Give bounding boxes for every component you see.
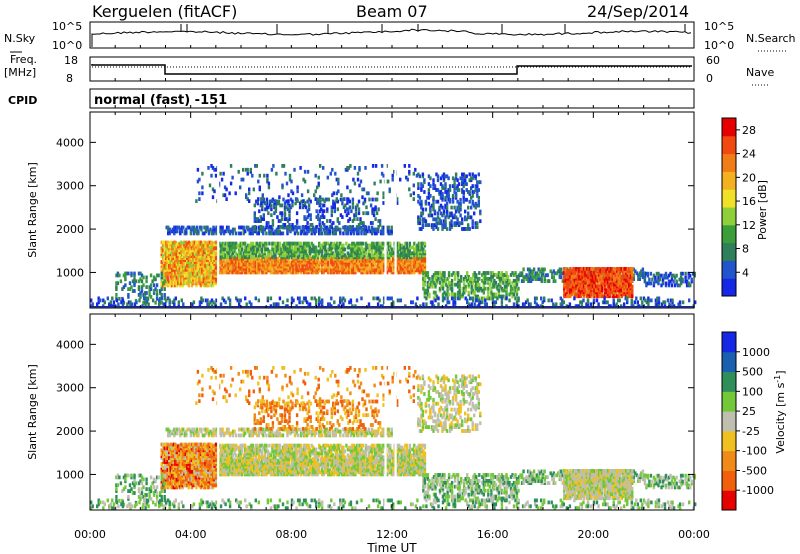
power-colorbar-tick-label: 8 (742, 243, 749, 256)
velocity-heatmap (90, 315, 697, 511)
velocity-colorbar-tick-label: 1000 (742, 346, 770, 359)
freq-tick-bottom: 8 (66, 72, 73, 85)
power-colorbar-cell (722, 242, 736, 261)
freq-label: Freq. (10, 53, 37, 66)
freq-unit-label: [MHz] (4, 66, 36, 79)
velocity-ytick-label: 4000 (56, 338, 84, 351)
cpid-label: CPID (8, 94, 37, 107)
freq-tick-top: 18 (64, 54, 78, 67)
beam-title: Beam 07 (356, 2, 428, 21)
power-colorbar-tick-label: 20 (742, 171, 756, 184)
power-ytick-label: 2000 (56, 223, 84, 236)
velocity-colorbar-tick-label: 25 (742, 405, 756, 418)
velocity-colorbar-cell (722, 351, 736, 373)
power-ytick-label: 3000 (56, 180, 84, 193)
velocity-colorbar-cell (722, 450, 736, 471)
velocity-colorbar-tick-label: 500 (742, 366, 763, 379)
power-colorbar-cell (722, 153, 736, 172)
power-colorbar-tick-label: 12 (742, 219, 756, 232)
velocity-colorbar-tick-label: 100 (742, 385, 763, 398)
x-tick-label: 00:00 (678, 528, 710, 541)
power-colorbar-tick-label: 4 (742, 266, 749, 279)
freq-panel (89, 56, 695, 82)
nsky-label: N.Sky (4, 32, 36, 45)
nsky-tick-bottom: 10^0 (52, 39, 82, 52)
velocity-colorbar-cell (722, 371, 736, 392)
velocity-colorbar-cell (722, 470, 736, 491)
power-colorbar-cell (722, 135, 736, 155)
velocity-colorbar-tick-label: -1000 (742, 484, 774, 497)
cpid-text: normal (fast) -151 (94, 93, 227, 108)
velocity-colorbar-cell (722, 411, 736, 432)
power-colorbar-tick-label: 28 (742, 124, 756, 137)
x-tick-label: 08:00 (275, 528, 307, 541)
power-colorbar-cell (722, 171, 736, 190)
velocity-colorbar-tick-label: -25 (742, 425, 760, 438)
power-colorbar-tick-label: 16 (742, 195, 756, 208)
power-ylabel: Slant Range [km] (26, 162, 39, 258)
power-colorbar-cell (722, 189, 736, 208)
power-colorbar: 4 8 12 16 20 24 28 (721, 117, 756, 297)
velocity-colorbar-cell (722, 430, 736, 452)
power-panel: 1000 2000 3000 4000 Slant Range [km] (26, 111, 697, 309)
power-colorbar-cell (722, 224, 736, 244)
x-tick-label: 04:00 (175, 528, 207, 541)
nsearch-tick-top: 10^5 (704, 20, 734, 33)
x-tick-label: 20:00 (577, 528, 609, 541)
power-heatmap (90, 113, 697, 309)
velocity-colorbar-tick-label: -100 (742, 445, 767, 458)
power-colorbar-frame (721, 117, 737, 297)
power-colorbar-cell (722, 278, 736, 297)
power-colorbar-cell (722, 118, 736, 137)
power-colorbar-tick-label: 24 (742, 148, 756, 161)
velocity-colorbar-frame (721, 331, 737, 511)
velocity-colorbar-cell (722, 490, 736, 511)
velocity-ytick-label: 3000 (56, 382, 84, 395)
nsky-tick-top: 10^5 (52, 20, 82, 33)
velocity-colorbar: 1000 500 100 25 -25 -100 -500 -1000 (721, 331, 774, 511)
nave-tick-bottom: 0 (706, 72, 713, 85)
nsky-trace (91, 24, 692, 47)
x-tick-label: 16:00 (477, 528, 509, 541)
velocity-colorbar-label: Velocity [m s-1] (773, 370, 787, 453)
velocity-ytick-label: 1000 (56, 468, 84, 481)
velocity-ytick-label: 2000 (56, 425, 84, 438)
x-axis-label: Time UT (366, 541, 417, 554)
velocity-ylabel: Slant Range [km] (26, 364, 39, 460)
nave-label: Nave (746, 66, 774, 79)
velocity-colorbar-cell (722, 332, 736, 353)
power-ytick-label: 1000 (56, 266, 84, 279)
velocity-colorbar-cell (722, 391, 736, 412)
nsearch-label: N.Search (746, 32, 796, 45)
velocity-colorbar-tick-label: -500 (742, 464, 767, 477)
x-tick-label: 00:00 (74, 528, 106, 541)
power-colorbar-cell (722, 207, 736, 226)
nave-tick-top: 60 (706, 54, 720, 67)
velocity-panel: 1000 2000 3000 4000 Slant Range [km] (26, 313, 697, 511)
power-ytick-label: 4000 (56, 136, 84, 149)
power-colorbar-label: Power [dB] (756, 180, 769, 240)
freq-trace (91, 64, 692, 75)
x-tick-label: 12:00 (376, 528, 408, 541)
date-title: 24/Sep/2014 (587, 2, 689, 21)
station-title: Kerguelen (fitACF) (92, 2, 237, 21)
nsearch-tick-bottom: 10^0 (704, 39, 734, 52)
power-colorbar-cell (722, 260, 736, 279)
